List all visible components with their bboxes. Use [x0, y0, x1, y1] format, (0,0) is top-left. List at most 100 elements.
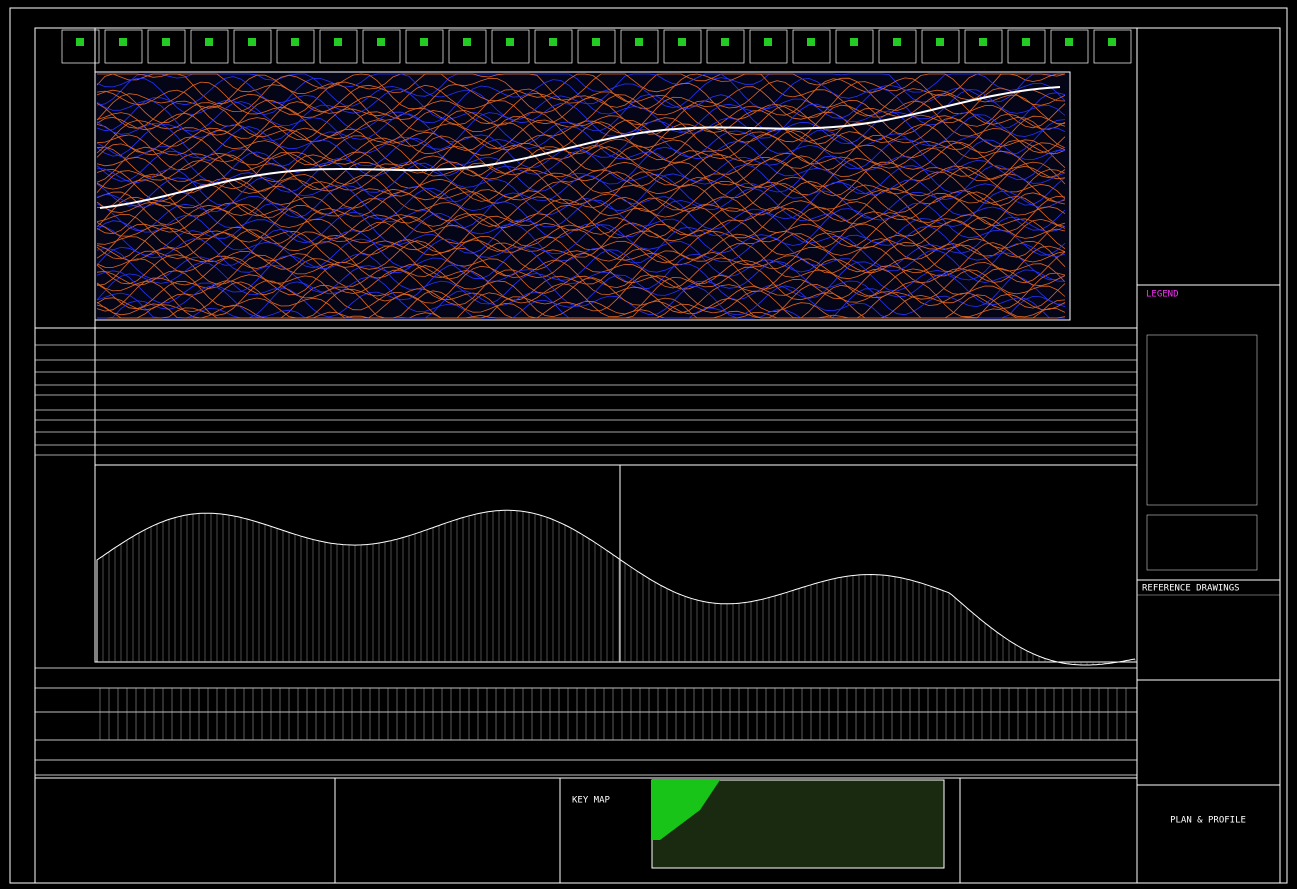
contour [96, 293, 1066, 319]
sheet-thumb [448, 29, 487, 64]
sheet-thumb [706, 29, 745, 64]
ground-line [96, 509, 1136, 666]
contour [96, 256, 1066, 314]
contour [96, 73, 1066, 125]
sheet-thumb [964, 29, 1003, 64]
sheet-thumb [577, 29, 616, 64]
contour [96, 174, 1066, 232]
contour [96, 228, 1066, 285]
plan-view [94, 71, 1071, 321]
sheet-thumb [835, 29, 874, 64]
contour [96, 252, 1066, 310]
sheet-thumb-mark [463, 38, 471, 46]
sheet-thumb-mark [377, 38, 385, 46]
sheet-thumb-mark [678, 38, 686, 46]
legend-table [1146, 334, 1258, 506]
sheet-thumb [792, 29, 831, 64]
sheet-title: PLAN & PROFILE [1170, 816, 1246, 826]
contour [96, 204, 1066, 260]
contour [96, 187, 1066, 244]
legend-table [1146, 514, 1258, 571]
contour [96, 162, 1066, 219]
contour [96, 277, 1066, 319]
profile [96, 509, 1136, 666]
sheet-thumb [362, 29, 401, 64]
contour [96, 207, 1066, 264]
contour [96, 195, 1066, 252]
sheet-thumb [276, 29, 315, 64]
sheet-thumb-mark [1108, 38, 1116, 46]
contour [97, 281, 1066, 319]
contour [96, 121, 1066, 179]
sheet-thumb [749, 29, 788, 64]
contour [96, 150, 1066, 207]
sheet-thumb [878, 29, 917, 64]
contour [96, 273, 1065, 319]
contour [96, 224, 1066, 281]
contour [96, 89, 1066, 145]
contour [96, 126, 1066, 182]
contour [96, 269, 1066, 319]
sheet-thumb-mark [721, 38, 729, 46]
sheet-thumb-mark [979, 38, 987, 46]
contour [96, 191, 1066, 248]
sheet-thumb-mark [893, 38, 901, 46]
contour [96, 240, 1066, 297]
sheet-thumb-mark [549, 38, 557, 46]
contour [96, 96, 1066, 154]
sheet-thumb-mark [764, 38, 772, 46]
contour [97, 73, 1065, 117]
contour [96, 179, 1066, 236]
sheet-thumb-mark [1065, 38, 1073, 46]
profile-frame [94, 464, 1138, 663]
sheet-thumb [1093, 29, 1132, 64]
sheet-thumb-mark [592, 38, 600, 46]
sheet-thumb [190, 29, 229, 64]
sheet-thumb-mark [807, 38, 815, 46]
sheet-thumb [620, 29, 659, 64]
contour [96, 166, 1066, 223]
contour [96, 171, 1066, 227]
data-rows [35, 667, 1137, 776]
sheet-thumb [1050, 29, 1089, 64]
contour [96, 117, 1066, 174]
sheet-thumb [921, 29, 960, 64]
sheet-thumb-mark [162, 38, 170, 46]
sheet-thumb-mark [119, 38, 127, 46]
sheet-thumb [1007, 29, 1046, 64]
route [99, 86, 1061, 209]
sheet-thumb-mark [506, 38, 514, 46]
sheet-thumb [147, 29, 186, 64]
legend-title: LEGEND [1146, 290, 1179, 300]
sheet-thumb [534, 29, 573, 64]
sheet-thumb-mark [76, 38, 84, 46]
sheet-thumb [405, 29, 444, 64]
contour [96, 219, 1066, 277]
contour [96, 215, 1066, 273]
sheet-thumb-mark [205, 38, 213, 46]
inner-frame [34, 27, 1281, 884]
contour [96, 141, 1066, 199]
sheet-thumb [233, 29, 272, 64]
key-map-green [652, 780, 720, 840]
sheet-thumb [61, 29, 100, 64]
sheet-thumb [319, 29, 358, 64]
sheet-thumb-mark [936, 38, 944, 46]
reference-title: REFERENCE DRAWINGS [1142, 584, 1240, 594]
contour [96, 80, 1066, 137]
contour [96, 110, 1066, 166]
contour [96, 265, 1066, 319]
contour [96, 134, 1066, 190]
contour [96, 113, 1066, 170]
contour [96, 84, 1066, 142]
sheet-thumb-mark [1022, 38, 1030, 46]
contour [96, 249, 1066, 305]
contour [96, 101, 1066, 158]
bands [35, 344, 1137, 456]
sheet-thumb-mark [248, 38, 256, 46]
sheet-thumb-mark [291, 38, 299, 46]
sheet-thumb-mark [635, 38, 643, 46]
sheet-thumb [491, 29, 530, 64]
contour [96, 146, 1066, 203]
